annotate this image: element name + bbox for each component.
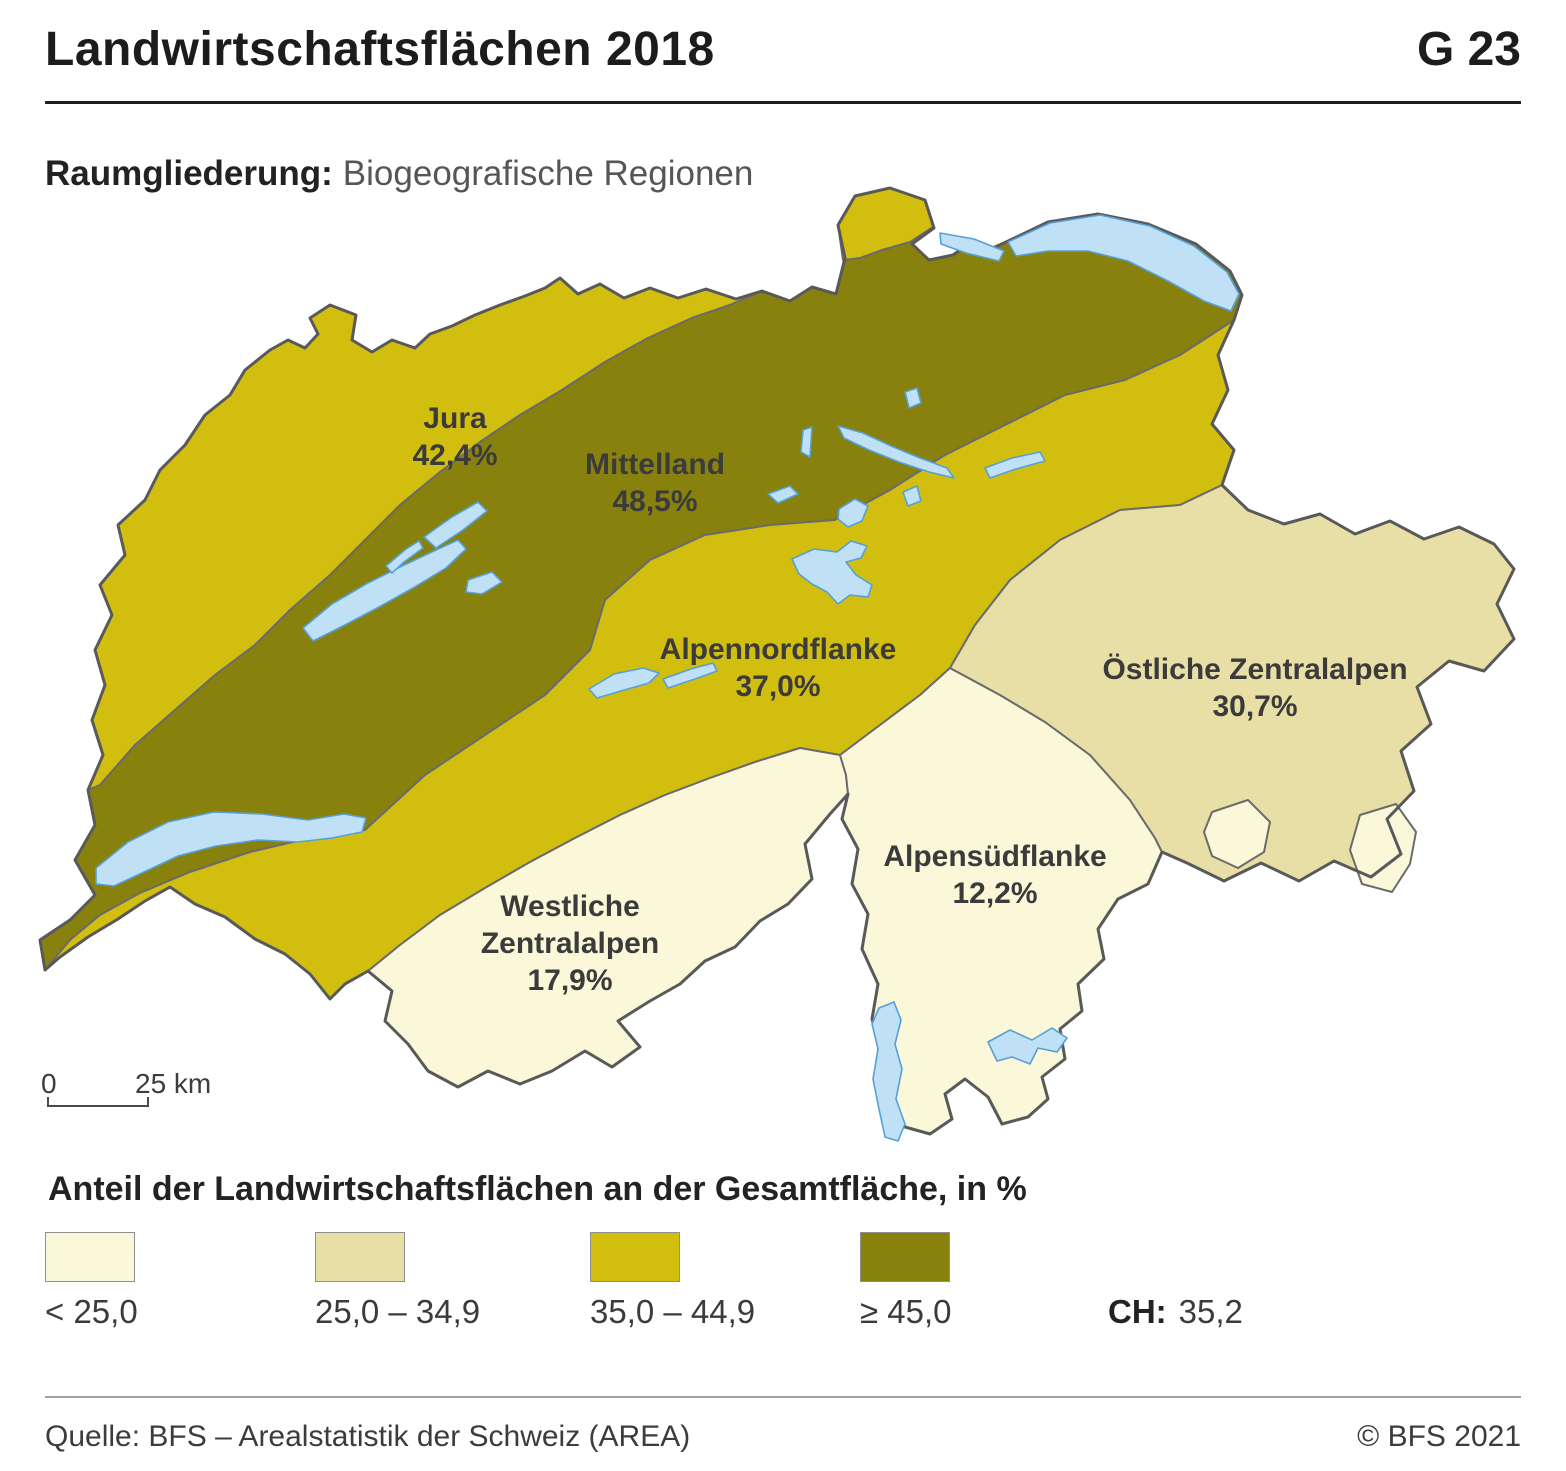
legend-label-class3: 35,0 – 44,9 [590,1293,756,1330]
lake-zuerichsee [837,425,955,479]
region-label-alpensuedflanke: Alpensüdflanke 12,2% [883,838,1106,912]
legend-swatch-class2 [315,1232,405,1282]
lake-lago-maggiore [871,1001,906,1142]
country-outline [38,186,1516,1136]
region-value: 48,5% [612,485,698,518]
ch-total: CH: 35,2 [1108,1293,1243,1331]
copyright-text: © BFS 2021 [1357,1420,1521,1453]
region-name: Mittelland [585,448,725,481]
region-name: Alpensüdflanke [883,840,1107,873]
graphic-code: G 23 [1416,23,1521,76]
region-value: 17,9% [527,964,613,997]
lake-zugersee [837,498,869,528]
lake-walensee [984,451,1046,479]
lake-lac-de-joux [385,540,424,574]
scalebar-line [47,1097,149,1107]
region-name: Jura [423,402,487,435]
lake-luganersee [987,1027,1068,1065]
region-name: Westliche Zentralalpen [480,890,660,960]
region-label-mittelland: Mittelland 48,5% [585,446,725,520]
scalebar-distance: 25 km [135,1068,212,1099]
ch-value: 35,2 [1178,1293,1243,1330]
region-value: 37,0% [735,670,821,703]
lake-neuenburgersee [302,539,467,642]
subtitle-value: Biogeografische Regionen [342,154,754,193]
lake-sempachersee [767,485,799,504]
lake-hallwilersee [800,426,813,458]
lake-murtensee [465,571,503,595]
legend-swatch-class1 [45,1232,135,1282]
region-value: 42,4% [412,439,498,472]
region-alpensuedflanke-exclave-2 [1349,803,1417,893]
lake-greifensee [904,387,922,409]
ch-label: CH: [1108,1293,1167,1330]
legend-swatch-class4 [860,1232,950,1282]
lake-bielersee [423,501,488,549]
page-title: Landwirtschaftsflächen 2018 [45,23,715,76]
legend-label-class1: < 25,0 [45,1293,138,1330]
region-label-alpennordflanke: Alpennordflanke 37,0% [660,631,897,705]
lake-thunersee [588,667,660,699]
region-value: 12,2% [952,877,1038,910]
source-text: Quelle: BFS – Arealstatistik der Schweiz… [45,1420,691,1453]
scalebar-zero: 0 [41,1068,57,1099]
region-value: 30,7% [1212,690,1298,723]
region-label-oestliche-zentralalpen: Östliche Zentralalpen 30,7% [1102,651,1407,725]
legend-label-class2: 25,0 – 34,9 [315,1293,481,1330]
header-divider [45,101,1521,104]
legend-swatch-class3 [590,1232,680,1282]
lake-sihlsee [902,485,922,507]
lake-genfersee [95,811,367,887]
region-name: Östliche Zentralalpen [1102,653,1408,686]
lake-brienzersee [662,662,718,689]
subtitle: Raumgliederung: Biogeografische Regionen [45,154,753,194]
region-alpensuedflanke-exclave-1 [1203,799,1271,869]
lake-untersee [939,232,1005,262]
lake-vierwaldstaettersee [791,540,873,605]
region-name: Alpennordflanke [659,633,897,666]
region-label-westliche-zentralalpen: Westliche Zentralalpen 17,9% [440,888,700,999]
legend-label-class4: ≥ 45,0 [860,1293,952,1330]
lake-bodensee [1007,214,1240,312]
footer-divider [45,1396,1521,1398]
subtitle-label: Raumgliederung: [45,154,333,193]
legend-title: Anteil der Landwirtschaftsflächen an der… [48,1170,1027,1208]
region-label-jura: Jura 42,4% [412,400,497,474]
